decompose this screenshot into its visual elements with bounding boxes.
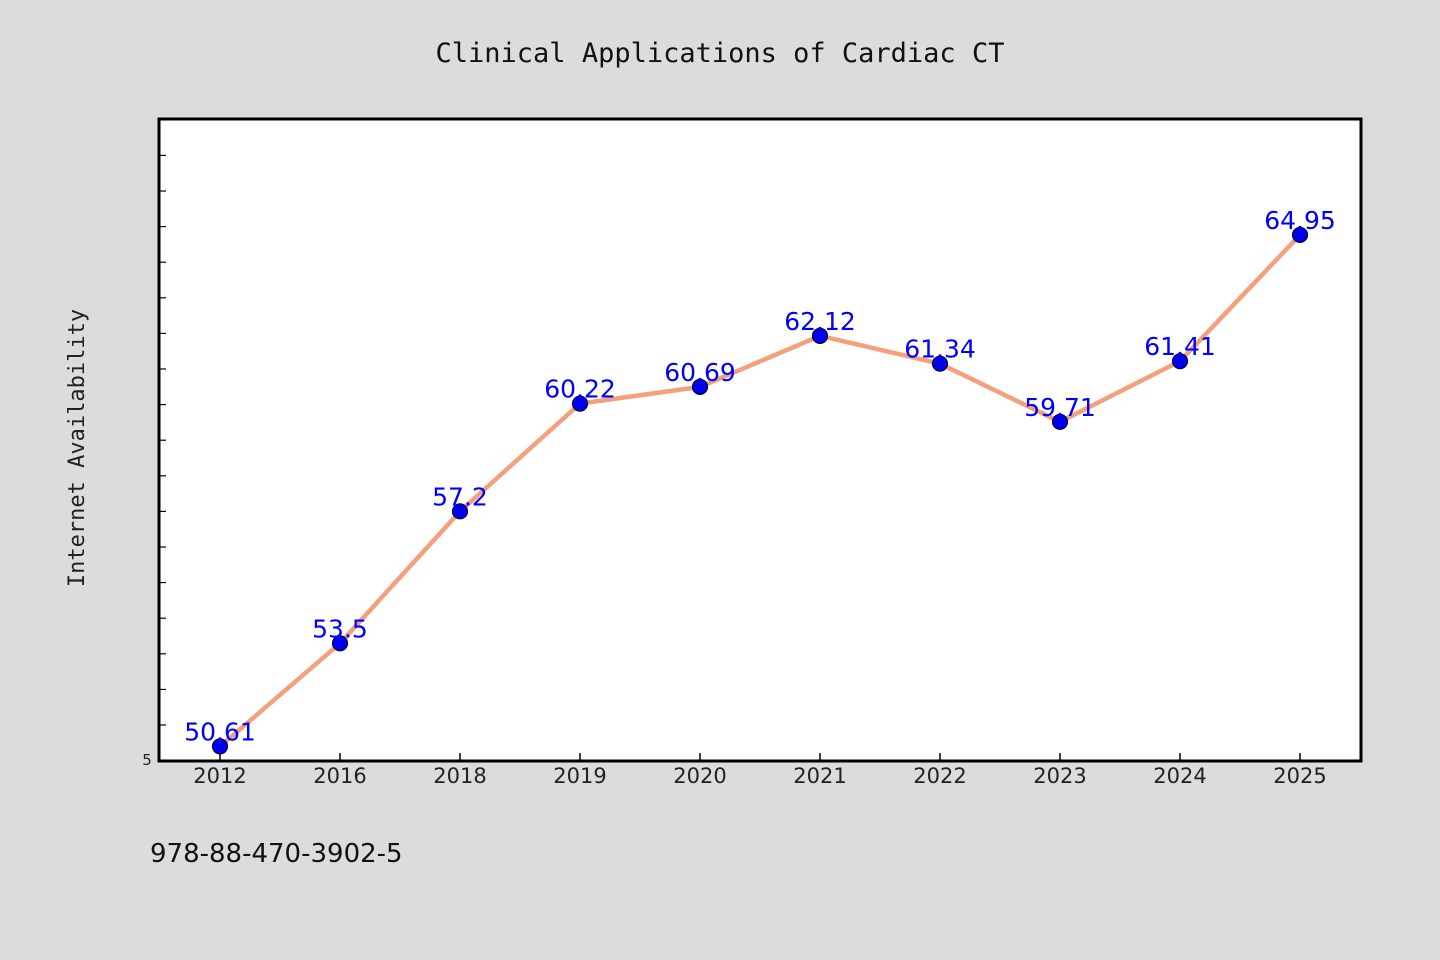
- data-point: [811, 327, 829, 344]
- x-tick-label: 2019: [553, 764, 606, 788]
- data-point: [451, 503, 469, 520]
- data-point: [331, 635, 349, 652]
- x-tick-label: 2023: [1033, 764, 1086, 788]
- series-polyline: [217, 232, 1303, 749]
- data-point: [1291, 226, 1309, 244]
- y-axis-ticks: [159, 154, 166, 726]
- x-tick-label: 2018: [433, 764, 486, 788]
- x-tick-label: 2025: [1273, 764, 1326, 788]
- data-point: [571, 395, 589, 412]
- data-point: [691, 378, 709, 395]
- x-axis-ticks: 2012 2016 2018 2019 2020 2021 2022 2023 2024 2025: [193, 753, 1327, 788]
- series-line: [217, 232, 1303, 749]
- y-axis-label: Internet Availability: [65, 309, 90, 587]
- data-point: [931, 355, 949, 372]
- x-tick-label: 2020: [673, 764, 726, 788]
- x-tick-label: 2021: [793, 764, 846, 788]
- data-label: 61.34: [904, 335, 976, 364]
- data-point: [1171, 353, 1189, 370]
- data-label: 50.61: [184, 717, 256, 746]
- data-label: 61.41: [1144, 332, 1216, 361]
- y-tick-label: 5: [142, 751, 152, 769]
- data-label: 60.22: [544, 375, 616, 404]
- x-tick-label: 2012: [193, 764, 246, 788]
- data-point: [211, 738, 229, 755]
- data-label: 64.95: [1264, 206, 1336, 235]
- data-label: 59.71: [1024, 393, 1096, 422]
- data-label: 62.12: [784, 307, 856, 336]
- data-labels: 50.61 53.5 57.2 60.22 60.69 62.12 61.34 59.71 61…: [184, 206, 1336, 746]
- x-tick-label: 2016: [313, 764, 366, 788]
- x-tick-label: 2024: [1153, 764, 1206, 788]
- data-markers: [211, 226, 1309, 755]
- chart-title: Clinical Applications of Cardiac CT: [436, 38, 1005, 69]
- data-point: [1051, 413, 1069, 430]
- data-label: 60.69: [664, 358, 736, 387]
- data-label: 57.2: [432, 482, 488, 511]
- plot-area: [157, 117, 1363, 763]
- isbn-footer: 978-88-470-3902-5: [150, 839, 403, 869]
- data-label: 53.5: [312, 614, 368, 643]
- x-tick-label: 2022: [913, 764, 966, 788]
